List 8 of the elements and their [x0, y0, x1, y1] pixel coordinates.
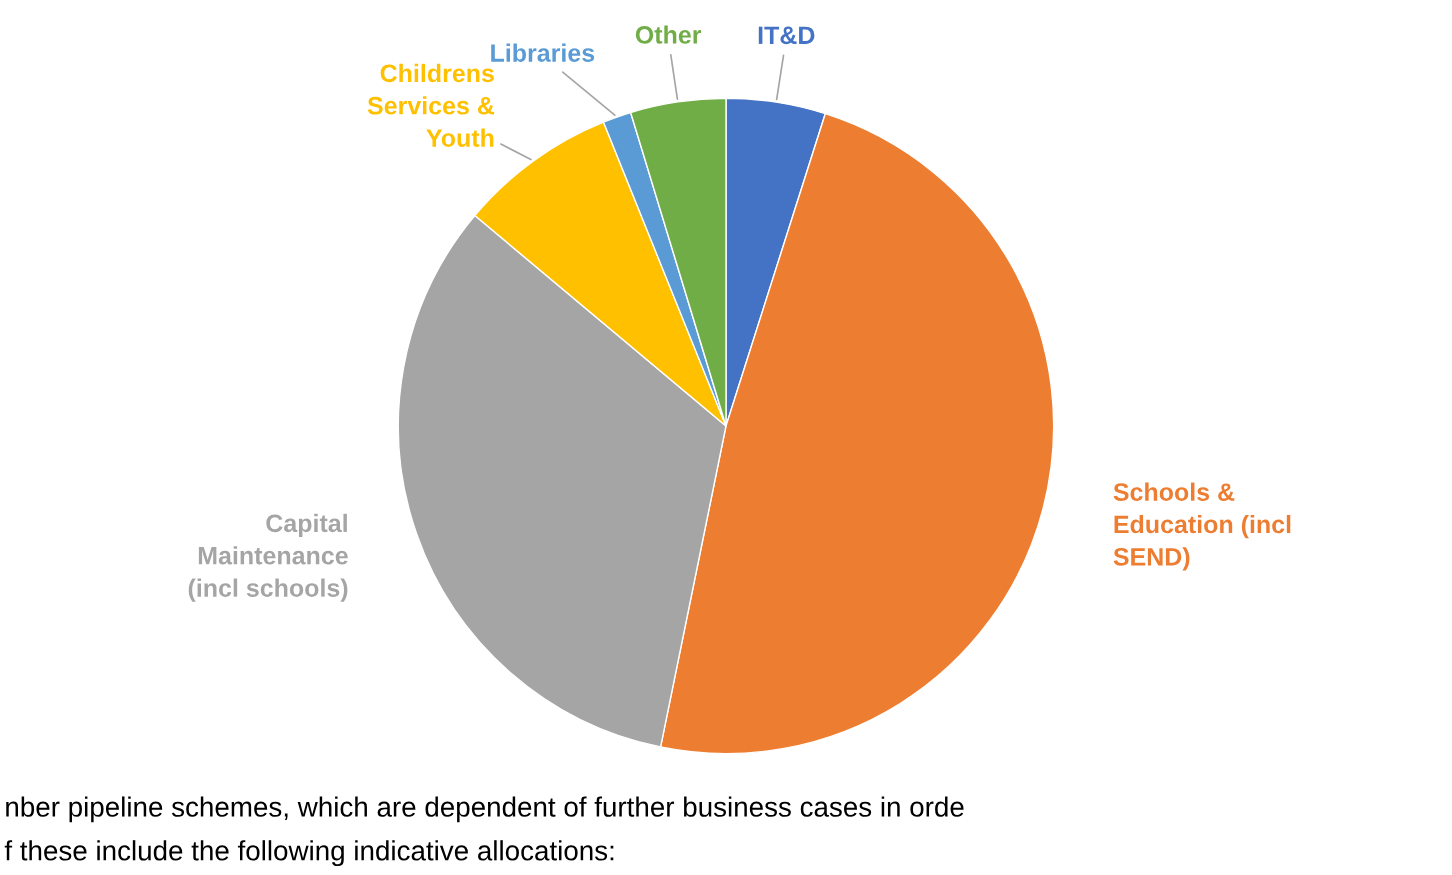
text: f these include the following indicative allocations:	[4, 840, 614, 867]
slice-label: Libraries	[491, 43, 595, 62]
slice-label: Capital Maintenance (incl schools)	[188, 513, 348, 602]
slice-label: Schools & Education (incl SEND)	[1113, 482, 1291, 571]
text: nber pipeline schemes, which are dependent of further business cases in orde	[6, 796, 964, 823]
slice-label: Other	[635, 25, 702, 44]
slice-label: Childrens Services & Youth	[367, 63, 495, 147]
slice-label: IT&D	[758, 26, 815, 45]
